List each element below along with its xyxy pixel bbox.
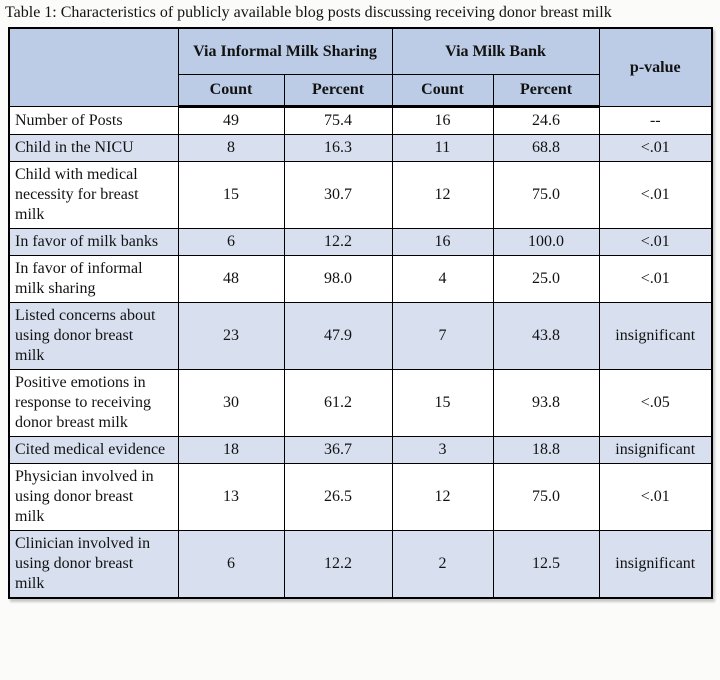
- row-label: Positive emotions in response to receivi…: [8, 369, 179, 437]
- informal-count-cell: 49: [177, 106, 285, 135]
- table-row: Child in the NICU 8 16.3 11 68.8 <.01: [8, 134, 713, 162]
- informal-percent-cell: 47.9: [283, 302, 393, 370]
- p-value-cell: <.01: [598, 255, 713, 303]
- table-row: In favor of informal milk sharing 48 98.…: [8, 255, 713, 303]
- p-value-cell: insignificant: [598, 530, 713, 599]
- informal-percent-cell: 12.2: [283, 228, 393, 256]
- table-header: Via Informal Milk Sharing Via Milk Bank …: [8, 27, 713, 108]
- informal-percent-cell: 16.3: [283, 134, 393, 162]
- bank-percent-cell: 43.8: [492, 302, 600, 370]
- table-row: Clinician involved in using donor breast…: [8, 530, 713, 599]
- informal-count-cell: 18: [177, 436, 285, 464]
- row-label: Physician involved in using donor breast…: [8, 463, 179, 531]
- p-value-cell: <.01: [598, 463, 713, 531]
- bank-count-cell: 3: [391, 436, 494, 464]
- page: Table 1: Characteristics of publicly ava…: [0, 3, 720, 680]
- informal-percent-cell: 61.2: [283, 369, 393, 437]
- informal-percent-cell: 98.0: [283, 255, 393, 303]
- bank-percent-cell: 93.8: [492, 369, 600, 437]
- p-value-cell: <.01: [598, 161, 713, 229]
- informal-percent-cell: 12.2: [283, 530, 393, 599]
- header-group-row: Via Informal Milk Sharing Via Milk Bank …: [8, 27, 713, 107]
- p-value-header: p-value: [598, 27, 713, 107]
- p-value-cell: insignificant: [598, 436, 713, 464]
- informal-percent-cell: 26.5: [283, 463, 393, 531]
- bank-percent-cell: 75.0: [492, 161, 600, 229]
- row-label: Listed concerns about using donor breast…: [8, 302, 179, 370]
- bank-count-cell: 12: [391, 161, 494, 229]
- subheader-informal-percent: Percent: [283, 74, 393, 108]
- table-caption: Table 1: Characteristics of publicly ava…: [5, 4, 612, 21]
- bank-percent-cell: 18.8: [492, 436, 600, 464]
- row-label: In favor of informal milk sharing: [8, 255, 179, 303]
- table-body: Number of Posts 49 75.4 16 24.6 -- Child…: [8, 106, 713, 599]
- informal-count-cell: 6: [177, 228, 285, 256]
- corner-cell: [8, 27, 179, 107]
- header-sub-row: Count Percent Count Percent: [9, 74, 712, 108]
- table-row: Child with medical necessity for breast …: [8, 161, 713, 229]
- subheader-informal-count: Count: [177, 74, 285, 108]
- column-group-informal-milk-sharing: Via Informal Milk Sharing: [177, 27, 393, 75]
- table-row: Cited medical evidence 18 36.7 3 18.8 in…: [8, 436, 713, 464]
- bank-count-cell: 12: [391, 463, 494, 531]
- bank-percent-cell: 24.6: [492, 106, 600, 135]
- p-value-cell: --: [598, 106, 713, 135]
- row-label: Child with medical necessity for breast …: [8, 161, 179, 229]
- bank-count-cell: 2: [391, 530, 494, 599]
- informal-percent-cell: 75.4: [283, 106, 393, 135]
- informal-count-cell: 15: [177, 161, 285, 229]
- donor-milk-table: Via Informal Milk Sharing Via Milk Bank …: [8, 27, 714, 599]
- bank-count-cell: 16: [391, 106, 494, 135]
- row-label: Child in the NICU: [8, 134, 179, 162]
- informal-percent-cell: 36.7: [283, 436, 393, 464]
- table-row: Number of Posts 49 75.4 16 24.6 --: [8, 106, 713, 135]
- informal-count-cell: 6: [177, 530, 285, 599]
- bank-percent-cell: 25.0: [492, 255, 600, 303]
- bank-count-cell: 11: [391, 134, 494, 162]
- bank-percent-cell: 75.0: [492, 463, 600, 531]
- informal-count-cell: 30: [177, 369, 285, 437]
- p-value-cell: <.05: [598, 369, 713, 437]
- row-label: Clinician involved in using donor breast…: [8, 530, 179, 599]
- informal-count-cell: 13: [177, 463, 285, 531]
- bank-percent-cell: 12.5: [492, 530, 600, 599]
- subheader-bank-count: Count: [391, 74, 494, 108]
- row-label: Number of Posts: [8, 106, 179, 135]
- bank-count-cell: 15: [391, 369, 494, 437]
- table-row: Listed concerns about using donor breast…: [8, 302, 713, 370]
- row-label: Cited medical evidence: [8, 436, 179, 464]
- informal-percent-cell: 30.7: [283, 161, 393, 229]
- bank-count-cell: 4: [391, 255, 494, 303]
- row-label: In favor of milk banks: [8, 228, 179, 256]
- bank-percent-cell: 100.0: [492, 228, 600, 256]
- bank-count-cell: 7: [391, 302, 494, 370]
- table-row: In favor of milk banks 6 12.2 16 100.0 <…: [8, 228, 713, 256]
- table-row: Positive emotions in response to receivi…: [8, 369, 713, 437]
- p-value-cell: <.01: [598, 228, 713, 256]
- p-value-cell: insignificant: [598, 302, 713, 370]
- informal-count-cell: 8: [177, 134, 285, 162]
- informal-count-cell: 48: [177, 255, 285, 303]
- p-value-cell: <.01: [598, 134, 713, 162]
- subheader-bank-percent: Percent: [492, 74, 600, 108]
- bank-percent-cell: 68.8: [492, 134, 600, 162]
- informal-count-cell: 23: [177, 302, 285, 370]
- table-row: Physician involved in using donor breast…: [8, 463, 713, 531]
- bank-count-cell: 16: [391, 228, 494, 256]
- column-group-milk-bank: Via Milk Bank: [391, 27, 600, 75]
